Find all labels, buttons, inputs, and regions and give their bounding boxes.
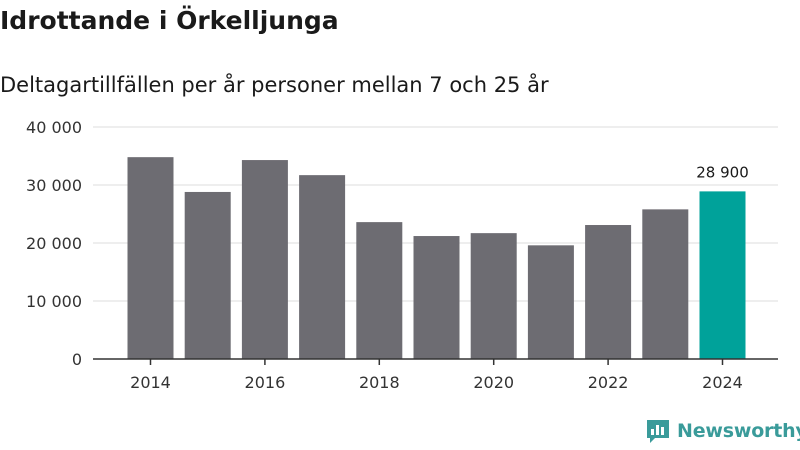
y-tick-label: 10 000 — [26, 292, 82, 311]
x-tick-label: 2014 — [130, 373, 171, 392]
x-tick-label: 2018 — [359, 373, 400, 392]
bar — [356, 222, 403, 359]
bar — [184, 191, 231, 359]
data-label: 28 900 — [696, 163, 749, 181]
bar — [413, 236, 460, 359]
newsworthy-logo-icon — [647, 420, 669, 443]
bar — [699, 191, 746, 359]
y-tick-label: 30 000 — [26, 176, 82, 195]
newsworthy-logo-text: Newsworthy — [677, 420, 800, 442]
x-tick-label: 2016 — [245, 373, 286, 392]
chart-title: Idrottande i Örkelljunga — [0, 6, 339, 35]
x-tick-label: 2024 — [702, 373, 743, 392]
bar — [127, 157, 174, 359]
chart-subtitle: Deltagartillfällen per år personer mella… — [0, 73, 549, 97]
y-tick-label: 0 — [72, 350, 82, 369]
x-tick-label: 2020 — [473, 373, 514, 392]
bar — [642, 209, 689, 359]
bar — [585, 225, 632, 359]
bar — [299, 175, 346, 359]
y-tick-label: 20 000 — [26, 234, 82, 253]
bar — [470, 233, 517, 359]
newsworthy-logo: Newsworthy — [645, 418, 800, 444]
x-tick-label: 2022 — [588, 373, 629, 392]
bar — [527, 245, 574, 359]
bar — [241, 160, 288, 359]
y-tick-label: 40 000 — [26, 118, 82, 137]
